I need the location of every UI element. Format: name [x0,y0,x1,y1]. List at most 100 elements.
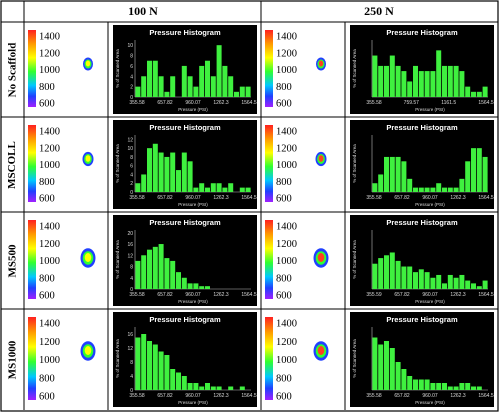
histogram-bar [239,187,245,192]
pressure-imprint-no-scaffold-250n [316,57,326,71]
histogram-bar [401,161,407,192]
histogram-xtick: 1262.3 [213,292,229,298]
color-scale-tick: 800 [276,177,292,188]
color-scale-tick: 1200 [276,239,297,250]
histogram-xlabel: Pressure (PSI) [178,400,208,405]
color-scale-no-scaffold-250n: 1400 1200 1000 800 600 [265,30,297,110]
histogram-bar [158,76,164,97]
row-label-ms1000: MS1000 [6,340,18,379]
histogram-bar [158,244,164,289]
histogram-bar [170,76,176,97]
histogram-bar [158,152,164,192]
histogram-bar [199,286,205,289]
histogram-bar [471,386,476,390]
color-scale-tick: 1400 [276,127,297,138]
histogram-bar [164,355,170,390]
histogram-bar [476,386,482,390]
histogram-ytick: 12 [127,253,133,259]
histogram-bar [389,252,395,289]
histogram-bar [193,283,199,289]
imprint-core [84,346,92,355]
column-header-100n: 100 N [128,4,158,18]
histogram-xtick: 960.07 [185,393,201,399]
color-scale-tick: 800 [276,273,292,284]
histogram-bar [447,274,453,289]
histogram-title: Pressure Histogram [149,315,221,324]
histogram-bar [222,187,228,192]
pressure-imprint-ms500-100n [80,248,96,268]
histogram-bar [436,183,442,192]
histogram-bar [459,274,465,289]
histogram-bar [147,148,152,192]
histogram-bar [141,334,147,390]
color-scale-bar [265,125,273,202]
color-scale-tick: 1400 [39,32,60,43]
pressure-imprint-mscoll-250n [315,151,327,167]
histogram-bar [135,337,141,390]
histogram-bar [170,369,176,390]
color-scale-tick: 1000 [276,256,297,267]
histogram-bar [459,383,465,390]
histogram-bar [210,386,216,390]
color-scale-tick: 1200 [276,337,297,348]
histogram-bar [199,65,205,97]
histogram-bar [442,283,447,289]
histogram-bar [389,156,395,192]
histogram-ylabel: % of Scanned Area [352,339,357,378]
histogram-xlabel: Pressure (PSI) [415,202,445,207]
color-scale-tick: 1000 [276,65,297,76]
histogram-ytick: 0 [130,190,133,196]
color-scale-tick: 1400 [39,319,60,330]
column-header-250n: 250 N [364,4,394,18]
row-label-no-scaffold: No Scaffold [6,42,19,97]
histogram-bar [199,386,205,390]
histogram-xtick: 1564.5 [478,195,494,201]
histogram-ytick: 8 [130,265,133,271]
color-scale-ms1000-100n: 1400 1200 1000 800 600 [28,317,60,403]
histogram-xtick: 759.57 [404,100,420,106]
histogram-bar [141,76,147,97]
imprint-core [84,253,92,262]
histogram-bar [465,280,471,289]
histogram-bar [205,187,210,192]
histogram-bar [482,86,488,97]
histogram-bar [384,341,389,390]
histogram-bar [210,183,216,192]
pressure-imprint-ms1000-250n [313,341,329,361]
histogram-bar [384,65,389,97]
color-scale-tick: 600 [276,99,292,110]
histogram-ylabel: % of Scanned Area [352,144,357,183]
color-scale-tick: 1000 [39,65,60,76]
row-label-ms500: MS500 [6,244,18,277]
histogram-xtick: 960.07 [185,292,201,298]
histogram-bar [424,272,430,289]
color-scale-tick: 1400 [276,222,297,233]
histogram-bar [228,76,234,97]
histogram-bar [372,55,378,97]
color-scale-tick: 1400 [39,127,60,138]
histogram-ylabel: % of Scanned Area [115,339,120,378]
histogram-bar [135,183,141,192]
histogram-ytick: 16 [127,332,133,338]
histogram-mscoll-100n: Pressure Histogram % of Scanned Area 0 2 4 6 8… [113,120,257,209]
histogram-bar [187,76,193,97]
histogram-bar [193,86,199,97]
color-scale-tick: 1200 [276,143,297,154]
histogram-xtick: 960.07 [422,195,438,201]
color-scale-tick: 1200 [39,337,60,348]
histogram-ytick: 10 [127,146,133,152]
histogram-bar [395,65,401,97]
color-scale-ms1000-250n: 1400 1200 1000 800 600 [265,317,297,403]
histogram-bar [193,383,199,390]
color-scale-mscoll-250n: 1400 1200 1000 800 600 [265,125,297,205]
histogram-bar [135,86,141,97]
histogram-bar [447,65,453,97]
histogram-bar [413,187,418,192]
histogram-no-scaffold-250n: Pressure Histogram % of Scanned Area 355.5… [350,25,494,114]
histogram-bar [187,161,193,192]
histogram-ytick: 12 [127,137,133,143]
histogram-xtick: 1262.3 [213,195,229,201]
histogram-xtick: 1161.5 [441,100,456,106]
histogram-title: Pressure Histogram [386,315,458,324]
